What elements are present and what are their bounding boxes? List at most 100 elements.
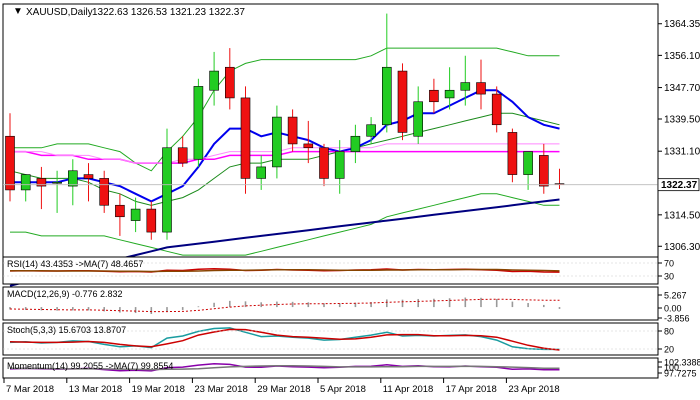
stoch-panel[interactable]: Stoch(5,3,3) 15.6703 13.8707 [2,322,659,356]
time-axis: 7 Mar 2018 13 Mar 2018 19 Mar 2018 23 Mar 2… [3,378,560,395]
candle-body [20,174,31,191]
macd-bar [307,302,310,308]
macd-tick-label: 5.267 [664,291,687,301]
candle-body [115,204,125,218]
macd-bar [150,307,153,314]
chart-symbol: XAUUSD,Daily [26,7,93,18]
candle [146,201,157,240]
candle-body [523,151,533,175]
time-tick-label: 19 Mar 2018 [132,384,185,395]
rsi-panel[interactable]: RSI(14) 43.4353 ->MA(7) 48.4657 [2,256,659,285]
candle-body [491,93,502,126]
macd-bar [134,307,137,314]
indicator-line [9,328,560,351]
macd-bar [495,298,498,308]
macd-bar [511,301,514,308]
macd-bar [197,306,200,308]
macd-bar [480,297,482,308]
candle [413,86,424,144]
macd-bar [291,301,294,308]
indicator-tick-label: 30 [664,272,674,282]
macd-bar [370,302,372,308]
candle [523,151,533,190]
candle [68,159,78,206]
price-tick-label: 1314.50 [664,210,700,221]
macd-panel[interactable]: MACD(12,26,9) -0.776 2.832 [2,286,659,321]
macd-bar [9,307,11,310]
candle-body [225,66,235,99]
candle-body [52,181,62,184]
candle [287,109,298,152]
candle-body [177,147,188,164]
candle-body [146,208,157,233]
candle [209,51,219,106]
candle-body [272,116,282,168]
macd-bar [276,301,278,308]
time-tick-label: 13 Mar 2018 [69,384,122,395]
macd-bar [401,299,404,308]
macd-bar [103,307,105,312]
macd-bar [213,302,215,308]
overlay-line [10,143,560,164]
macd-bar [433,298,435,308]
macd-bar [72,307,74,311]
candle-body [287,116,298,145]
candle-body [83,174,94,179]
macd-bar [527,303,529,308]
candle [162,128,172,240]
candle-body [130,208,141,221]
price-tick-label: 1364.35 [664,19,700,30]
candle [256,155,267,190]
macd-bar [386,299,388,308]
candle [99,170,109,213]
macd-tick-label: -3.856 [664,314,690,324]
time-tick-label: 23 Apr 2018 [508,384,559,395]
price-tick-label: 1331.10 [664,147,700,158]
macd-bar [119,307,121,313]
candle [381,13,392,133]
momentum-panel[interactable]: Momentum(14) 99.2055 ->MA(7) 99.8554 [2,357,659,379]
overlay-line [10,47,560,172]
macd-title: MACD(12,26,9) -0.776 2.832 [7,289,123,299]
candle-body [460,82,471,91]
candle-body [334,151,345,179]
stoch-lines [3,327,658,351]
candle [193,78,204,167]
candle [366,117,376,144]
candle-body [99,178,109,206]
time-tick-label: 23 Mar 2018 [194,384,247,395]
price-tick-label: 1306.30 [664,242,700,253]
indicator-tick-label: 20 [664,345,674,355]
macd-bar [40,307,43,311]
time-tick-label: 5 Apr 2018 [320,384,366,395]
price-axis: 1364.35 1356.10 1347.70 1339.50 1331.10 1314.… [657,19,700,253]
candle-body [413,101,424,137]
price-tick-label: 1356.10 [664,51,700,62]
price-tick-label: 1347.70 [664,83,700,94]
candle [429,78,439,114]
candle-body [36,178,47,187]
stoch-axis: 80 20 [658,327,674,355]
macd-bar [244,301,247,308]
candle-body [319,147,329,179]
candle [272,105,282,179]
macd-axis: 5.267 0.00-3.856 [658,291,690,324]
macd-bar [354,302,357,308]
candle [397,63,408,141]
indicator-line [9,365,560,371]
stoch-title: Stoch(5,3,3) 15.6703 13.8707 [7,325,126,335]
candle-body [193,86,204,160]
macd-tick-label: 0.00 [664,304,682,314]
time-tick-label: 11 Apr 2018 [383,384,434,395]
macd-bar [260,302,262,308]
indicator-tick-label: 80 [664,327,674,337]
price-panel[interactable]: ▼ XAUUSD,Daily 1322.63 1326.53 1321.23 1… [2,3,659,287]
macd-bar [448,298,451,308]
candle [130,197,141,233]
candle-body [303,143,314,149]
time-tick-label: 29 Mar 2018 [257,384,310,395]
candle [36,166,47,210]
candle [20,174,31,202]
